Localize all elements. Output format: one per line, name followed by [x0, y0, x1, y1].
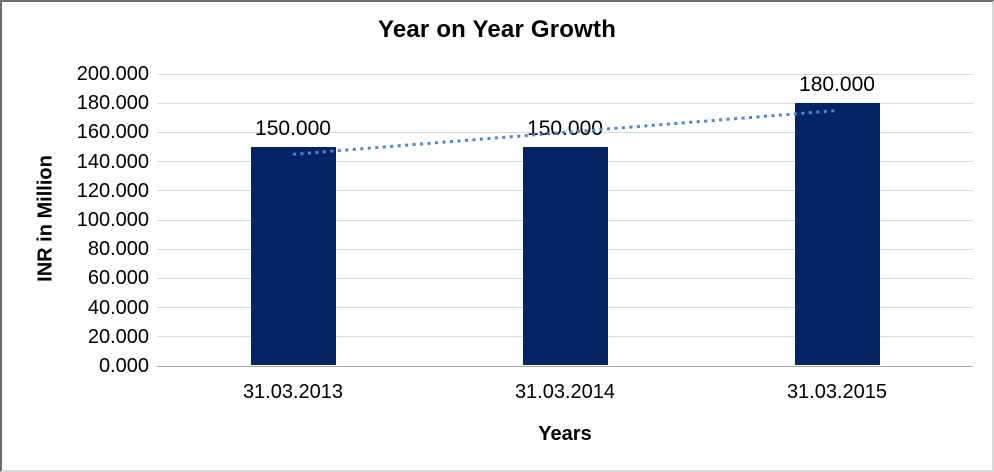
y-tick-label: 0.000	[98, 355, 149, 377]
y-tick-label: 100.000	[76, 209, 149, 231]
gridline	[157, 73, 973, 75]
bar	[522, 147, 608, 365]
y-tick-label: 80.000	[87, 238, 149, 261]
y-tick-label: 200.000	[76, 63, 149, 85]
y-tick-label: 140.000	[76, 150, 149, 173]
bar-value-label: 180.000	[799, 73, 875, 97]
y-tick-label: 40.000	[87, 296, 149, 319]
gridline	[157, 102, 973, 104]
bar-value-label: 150.000	[255, 117, 331, 140]
y-tick-label: 20.000	[87, 325, 149, 348]
x-axis-line	[157, 365, 973, 367]
y-tick-label: 160.000	[76, 121, 149, 144]
x-tick-label: 31.03.2014	[514, 381, 616, 403]
y-tick-label: 180.000	[76, 92, 149, 115]
bar	[250, 147, 336, 365]
x-axis-title: Years	[538, 423, 592, 445]
bar	[794, 103, 880, 365]
bar-value-label: 150.000	[527, 117, 603, 140]
x-tick-label: 31.03.2013	[242, 381, 344, 403]
y-tick-label: 120.000	[76, 179, 149, 202]
x-tick-label: 31.03.2015	[786, 381, 888, 403]
chart-title: Year on Year Growth	[377, 16, 617, 43]
y-tick-label: 60.000	[87, 267, 149, 290]
